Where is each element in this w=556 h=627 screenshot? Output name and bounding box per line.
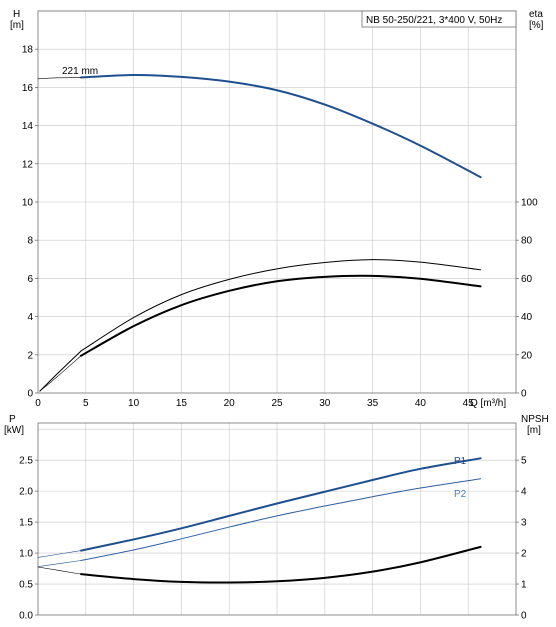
grid [38,10,516,393]
y-tick-label-right: 40 [521,312,533,323]
series-group [37,73,482,392]
series-line [80,545,482,584]
series-line [37,77,82,80]
y-tick-label-right: 1 [521,580,527,591]
y-tick-label-right: 80 [521,236,533,247]
y-tick-label-left: 0 [27,389,33,400]
y-tick-label-left: 1.5 [19,518,33,529]
series-line [37,560,82,567]
y-tick-label-right: 5 [521,456,527,467]
y-tick-label-left: 14 [22,121,34,132]
y-tick-label-left: 12 [22,159,34,170]
series-line-p2 [80,478,482,561]
y-axis-label-left: H [m] [10,9,24,31]
power-npsh-panel: 0.0 0.5 1.0 1.5 2.0 2.5 0 1 2 3 4 5 P [kW] NPSH [m] P… [4,414,549,622]
y-tick-label-left: 16 [22,83,34,94]
y-tick-label-right: 0 [521,389,527,400]
x-tick-label: 40 [415,398,427,409]
series-line-221-mm [80,73,482,179]
y-tick-label-left: 8 [27,236,33,247]
series-line [39,355,82,392]
x-tick-label: 45 [463,398,475,409]
grid [38,423,516,615]
chart-title: NB 50-250/221, 3*400 V, 50Hz [366,15,502,26]
y-tick-label-left: 0.0 [19,611,33,622]
x-tick-label: 0 [35,398,41,409]
y-tick-label-left: 18 [22,45,34,56]
y-tick-label-right: 60 [521,274,533,285]
y-tick-label-left: 2.0 [19,487,33,498]
x-tick-label: 10 [128,398,140,409]
head-efficiency-panel: 0 5 10 15 20 25 30 35 40 45 0 2 4 6 8 10 12 14 16 18 0 20 40 60… [10,9,544,409]
series-line [80,259,482,352]
x-tick-label: 5 [83,398,89,409]
series-line [39,350,82,392]
tick-labels: 0 5 10 15 20 25 30 35 40 45 0 2 4 6 8 10 12 14 16 18 0 20 40 60… [22,45,538,409]
y-tick-label-left: 1.0 [19,549,33,560]
x-tick-label: 35 [367,398,379,409]
y-tick-label-right: 2 [521,549,527,560]
y-tick-label-left: 2 [27,350,33,361]
tick-labels: 0.0 0.5 1.0 1.5 2.0 2.5 0 1 2 3 4 5 [19,456,527,622]
y-tick-label-right: 4 [521,487,527,498]
x-tick-label: 30 [319,398,331,409]
x-tick-label: 20 [224,398,236,409]
x-tick-label: 25 [271,398,283,409]
series-line [80,274,482,357]
x-axis-label: Q [m³/h] [470,398,506,409]
y-axis-label-right: eta [%] [529,9,544,31]
series-label-p2: P2 [454,489,467,500]
series-line [37,550,82,558]
y-tick-label-left: 4 [27,312,33,323]
y-tick-label-right: 0 [521,611,527,622]
y-tick-label-right: 20 [521,350,533,361]
series-line [37,566,82,575]
y-tick-label-left: 10 [22,198,34,209]
y-tick-label-left: 6 [27,274,33,285]
plot-frame [37,422,517,616]
series-line-p1 [80,457,482,552]
y-tick-label-left: 0.5 [19,580,33,591]
y-tick-label-right: 3 [521,518,527,529]
series-label-221mm: 221 mm [62,66,98,77]
y-tick-label-right: 100 [521,198,538,209]
y-axis-label-left: P [kW] [4,414,24,436]
x-tick-label: 15 [176,398,188,409]
series-group [37,457,482,584]
series-label-p1: P1 [454,456,467,467]
y-tick-label-left: 2.5 [19,456,33,467]
chart-title-box [361,10,517,28]
y-axis-label-right: NPSH [m] [521,414,549,436]
